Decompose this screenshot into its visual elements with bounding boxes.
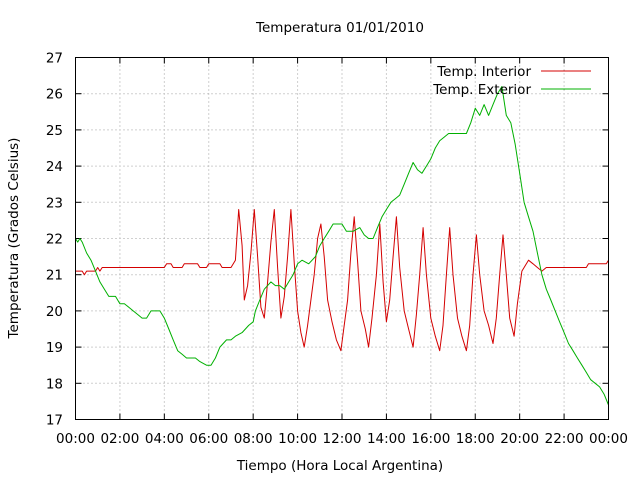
y-tick-label: 26 [46, 87, 63, 103]
y-tick-label: 27 [46, 51, 63, 67]
series-line-interior [75, 209, 609, 352]
series-lines [75, 86, 609, 406]
series-line-exterior [75, 86, 609, 406]
x-tick-label: 00:00 [56, 431, 95, 447]
x-tick-label: 18:00 [456, 431, 495, 447]
x-tick-label: 04:00 [145, 431, 184, 447]
y-tick-label: 18 [46, 376, 63, 392]
y-axis-label: Temperatura (Grados Celsius) [6, 138, 22, 340]
legend-label: Temp. Interior [436, 64, 531, 80]
plot-frame [75, 57, 609, 420]
y-tick-label: 17 [46, 413, 63, 429]
x-tick-label: 02:00 [100, 431, 139, 447]
x-tick-label: 20:00 [500, 431, 539, 447]
y-tick-label: 20 [46, 304, 63, 320]
x-tick-label: 14:00 [367, 431, 406, 447]
x-tick-label: 06:00 [189, 431, 228, 447]
y-tick-label: 21 [46, 268, 63, 284]
x-tick-label: 00:00 [589, 431, 628, 447]
y-tick-label: 25 [46, 123, 63, 139]
x-tick-label: 12:00 [323, 431, 362, 447]
y-tick-label: 22 [46, 232, 63, 248]
x-tick-label: 22:00 [545, 431, 584, 447]
chart-title: Temperatura 01/01/2010 [255, 20, 424, 36]
axis-ticks: 00:00 02:00 04:00 06:00 08:00 10:00 12:00 14:00… [46, 51, 628, 448]
legend-label: Temp. Exterior [432, 82, 531, 98]
y-tick-label: 23 [46, 195, 63, 211]
x-tick-label: 08:00 [234, 431, 273, 447]
x-tick-label: 10:00 [278, 431, 317, 447]
legend: Temp. Interior Temp. Exterior [432, 64, 591, 98]
y-tick-label: 19 [46, 340, 63, 356]
grid [75, 57, 609, 420]
x-tick-label: 16:00 [411, 431, 450, 447]
y-tick-label: 24 [46, 159, 63, 175]
x-axis-label: Tiempo (Hora Local Argentina) [236, 458, 443, 474]
